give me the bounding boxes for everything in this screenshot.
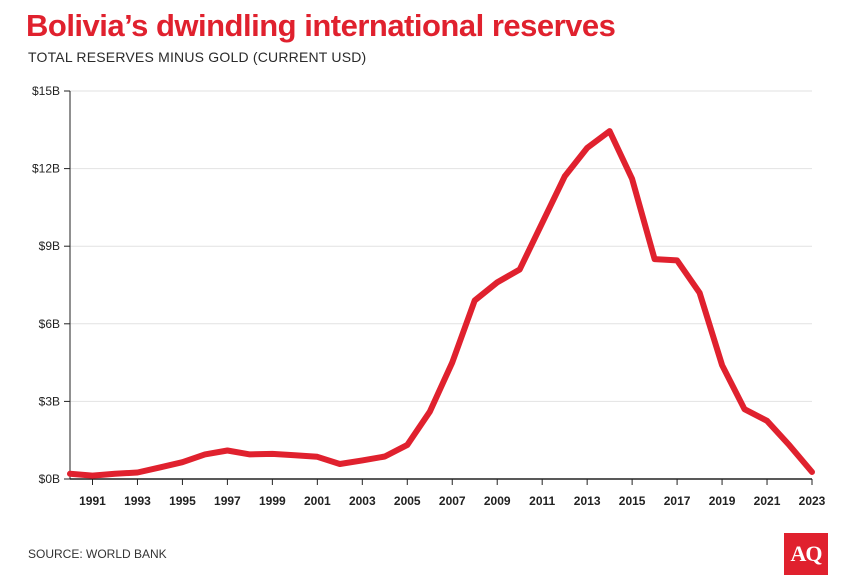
grid-lines — [70, 90, 812, 402]
aq-logo: AQ — [784, 533, 828, 575]
chart-subtitle: TOTAL RESERVES MINUS GOLD (CURRENT USD) — [28, 49, 367, 65]
x-tick-label: 2011 — [529, 494, 555, 508]
x-tick-label: 1993 — [124, 494, 151, 508]
source-note: SOURCE: WORLD BANK — [28, 547, 167, 561]
x-tick-label: 2001 — [304, 494, 331, 508]
x-tick-label: 2013 — [574, 494, 601, 508]
x-tick-label: 1995 — [169, 494, 196, 508]
chart-title: Bolivia’s dwindling international reserv… — [26, 8, 616, 43]
x-tick-label: 2019 — [709, 494, 736, 508]
y-tick-label: $3B — [39, 394, 60, 408]
x-tick-label: 1997 — [214, 494, 241, 508]
y-tick-label: $9B — [39, 239, 60, 253]
y-tick-label: $6B — [39, 317, 60, 331]
x-axis-tick-labels: 1991 1993 1995 1997 1999 2001 2003 2005 2007 2009… — [79, 479, 826, 508]
x-tick-label: 2007 — [439, 494, 466, 508]
x-tick-label: 2023 — [799, 494, 826, 508]
x-tick-label: 2009 — [484, 494, 511, 508]
x-tick-label: 2017 — [664, 494, 691, 508]
line-chart: $0B$3B$6B$9B$12B$15B 1991 1993 1995 1997 199… — [32, 84, 826, 508]
y-axis-tick-labels: $0B $3B $6B $9B $12B $15B — [32, 84, 70, 486]
x-tick-label: 2021 — [754, 494, 781, 508]
x-tick-label: 1999 — [259, 494, 286, 508]
y-tick-label: $15B — [32, 84, 60, 98]
x-tick-label: 2005 — [394, 494, 421, 508]
series-line-reserves — [67, 128, 815, 479]
x-tick-label: 2015 — [619, 494, 646, 508]
y-tick-label: $0B — [39, 472, 60, 486]
y-tick-label: $12B — [32, 162, 60, 176]
x-tick-label: 1991 — [79, 494, 106, 508]
x-tick-label: 2003 — [349, 494, 376, 508]
